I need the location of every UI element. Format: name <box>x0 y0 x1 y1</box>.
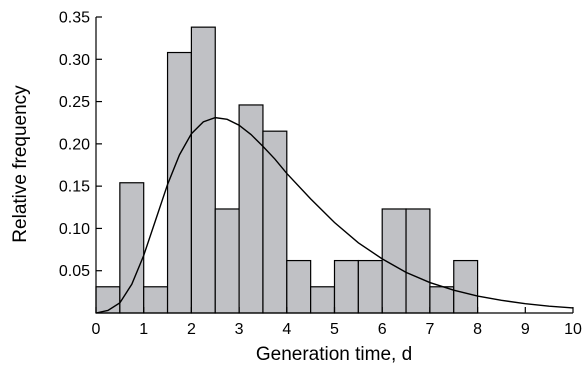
histogram-bar-15 <box>453 259 479 314</box>
x-tick-label-10: 10 <box>564 321 582 338</box>
y-tick-label-3: 0.20 <box>59 136 90 153</box>
y-tick-label-6: 0.35 <box>59 10 90 27</box>
y-axis-title: Relative frequency <box>10 85 31 243</box>
x-tick-label-1: 1 <box>139 321 148 338</box>
x-tick-label-2: 2 <box>187 321 196 338</box>
histogram-bar-13 <box>405 208 431 314</box>
x-tick-label-7: 7 <box>425 321 434 338</box>
fitted-density-curve <box>95 116 574 314</box>
histogram-bar-14 <box>429 286 455 314</box>
y-tick-label-4: 0.25 <box>59 94 90 111</box>
x-tick-label-8: 8 <box>473 321 482 338</box>
axes-layer: 0 1 2 3 4 5 6 7 8 9 10 0.05 0.10 0.15 0.20 0.25 0.30 0.35 <box>59 10 582 339</box>
bars-layer <box>95 26 479 314</box>
y-tick-label-2: 0.15 <box>59 179 90 196</box>
histogram-bar-0 <box>95 286 121 314</box>
x-tick-label-4: 4 <box>282 321 291 338</box>
histogram-bar-2 <box>143 286 169 314</box>
x-tick-label-0: 0 <box>92 321 101 338</box>
histogram-bar-9 <box>310 286 336 314</box>
x-tick-label-3: 3 <box>235 321 244 338</box>
x-tick-label-6: 6 <box>378 321 387 338</box>
histogram-bar-5 <box>214 208 240 314</box>
x-axis-title: Generation time, d <box>256 344 412 365</box>
y-tick-label-5: 0.30 <box>59 52 90 69</box>
histogram-bar-8 <box>286 259 312 314</box>
y-tick-label-1: 0.10 <box>59 221 90 238</box>
curve-layer <box>95 116 574 314</box>
histogram-bar-3 <box>166 51 193 314</box>
histogram-bar-1 <box>119 182 145 314</box>
histogram-bar-10 <box>333 259 359 314</box>
x-tick-label-9: 9 <box>521 321 530 338</box>
histogram-bar-6 <box>238 104 264 314</box>
y-tick-label-0: 0.05 <box>59 263 90 280</box>
histogram-bar-11 <box>357 259 383 314</box>
x-tick-label-5: 5 <box>330 321 339 338</box>
histogram-bar-4 <box>190 26 216 314</box>
